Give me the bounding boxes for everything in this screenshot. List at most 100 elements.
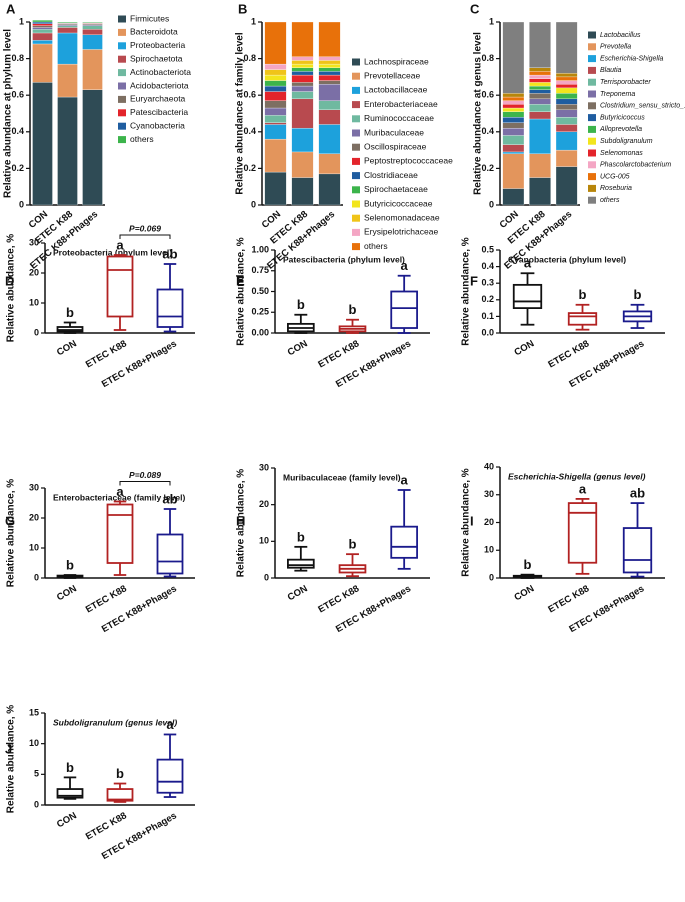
panel-label: D: [5, 273, 14, 288]
bar-segment: [291, 21, 314, 57]
y-tick-label: 5: [34, 769, 39, 779]
bar-segment: [555, 109, 578, 118]
legend-label: Lachnospiraceae: [364, 56, 429, 66]
bar-segment: [529, 98, 551, 105]
legend-swatch: [352, 72, 360, 80]
bar-segment: [264, 107, 287, 116]
legend-swatch: [588, 66, 596, 74]
legend-swatch: [588, 31, 596, 39]
bar-segment: [291, 177, 314, 206]
legend-swatch: [352, 214, 360, 222]
bar-segment: [264, 115, 287, 123]
legend-swatch: [588, 114, 596, 122]
y-tick-label: 0.4: [11, 126, 24, 136]
y-axis-label: Relative abundance, %: [236, 469, 247, 577]
box: [106, 255, 134, 318]
box: [106, 788, 134, 802]
bar-segment: [318, 84, 341, 101]
panel-label: E: [236, 273, 245, 288]
y-tick-label: 30: [29, 237, 39, 247]
bar-segment: [502, 104, 525, 109]
bar-segment: [529, 82, 551, 87]
annotation: P=0.089: [129, 470, 161, 480]
bar-segment: [502, 100, 525, 105]
bar-segment: [32, 25, 53, 28]
legend-label: Bacteroidota: [130, 27, 178, 37]
bar-segment: [264, 171, 287, 206]
bar-segment: [264, 91, 287, 101]
legend-label: Muribaculaceae: [364, 127, 424, 137]
legend-label: Alloprevotella: [599, 126, 642, 133]
legend-label: Erysipelotrichaceae: [364, 227, 438, 237]
bar-segment: [32, 21, 53, 24]
bar-segment: [82, 49, 103, 90]
legend-swatch: [352, 115, 360, 123]
y-tick-label: 30: [484, 489, 494, 499]
bar-segment: [555, 73, 578, 78]
bar-segment: [318, 60, 341, 65]
legend-label: UCG-005: [600, 173, 630, 180]
chart-title: Enterobacteriaceae (family level): [53, 492, 185, 502]
chart-title: Subdoligranulum (genus level): [53, 717, 177, 727]
legend-swatch: [588, 78, 596, 86]
y-axis-label: Relative abundance, %: [6, 479, 17, 587]
bar-segment: [502, 122, 525, 129]
bar-segment: [502, 111, 525, 118]
y-tick-label: 0.8: [243, 53, 256, 63]
bar-segment: [291, 127, 314, 153]
bar-segment: [529, 177, 551, 206]
y-tick-label: 0.3: [481, 278, 494, 288]
bar-segment: [502, 153, 525, 189]
bar-segment: [318, 80, 341, 85]
legend-swatch: [588, 125, 596, 133]
bar-segment: [264, 85, 287, 92]
y-tick-label: 20: [259, 499, 269, 509]
bar-segment: [555, 87, 578, 94]
legend-label: Euryarchaeota: [130, 94, 186, 104]
bar-segment: [318, 100, 341, 110]
bar-segment: [32, 23, 53, 26]
x-tick-label: ETEC K88: [546, 583, 591, 615]
y-axis-label: Relative abundance, %: [6, 705, 17, 813]
y-tick-label: 1: [19, 16, 24, 26]
bar-segment: [57, 63, 78, 98]
y-tick-label: 0.5: [481, 244, 494, 254]
bar-segment: [555, 84, 578, 89]
box: [390, 525, 418, 559]
bar-segment: [264, 124, 287, 140]
y-tick-label: 1: [251, 16, 256, 26]
y-tick-label: 0: [251, 199, 256, 209]
legend-label: Selenomonas: [600, 150, 643, 157]
bar-segment: [529, 104, 551, 112]
group-label: b: [634, 287, 642, 302]
group-label: b: [116, 766, 124, 781]
bar-segment: [502, 96, 525, 101]
bar-segment: [529, 74, 551, 79]
chart-title: Proteobacteria (phylum level): [53, 247, 172, 257]
legend-swatch: [352, 157, 360, 165]
box: [106, 503, 134, 564]
x-tick-label: CON: [512, 583, 536, 603]
legend-swatch: [588, 102, 596, 110]
bar-segment: [555, 76, 578, 81]
bar-segment: [32, 29, 53, 34]
bar-segment: [291, 151, 314, 178]
legend-swatch: [352, 86, 360, 94]
y-tick-label: 0.50: [251, 286, 269, 296]
bar-segment: [264, 138, 287, 173]
group-label: a: [116, 484, 124, 499]
y-tick-label: 0: [264, 572, 269, 582]
legend-label: Terrisporobacter: [600, 79, 651, 86]
y-tick-label: 0.6: [11, 90, 24, 100]
legend-label: Lactobacillaceae: [364, 85, 428, 95]
legend-label: Butyricicoccus: [600, 114, 645, 121]
box: [156, 758, 184, 794]
group-label: b: [349, 302, 357, 317]
legend-label: Prevotella: [600, 44, 631, 51]
bar-segment: [264, 69, 287, 76]
y-tick-label: 10: [29, 542, 39, 552]
group-label: b: [297, 297, 305, 312]
bar-segment: [82, 89, 103, 206]
y-tick-label: 20: [29, 512, 39, 522]
y-tick-label: 0: [489, 199, 494, 209]
